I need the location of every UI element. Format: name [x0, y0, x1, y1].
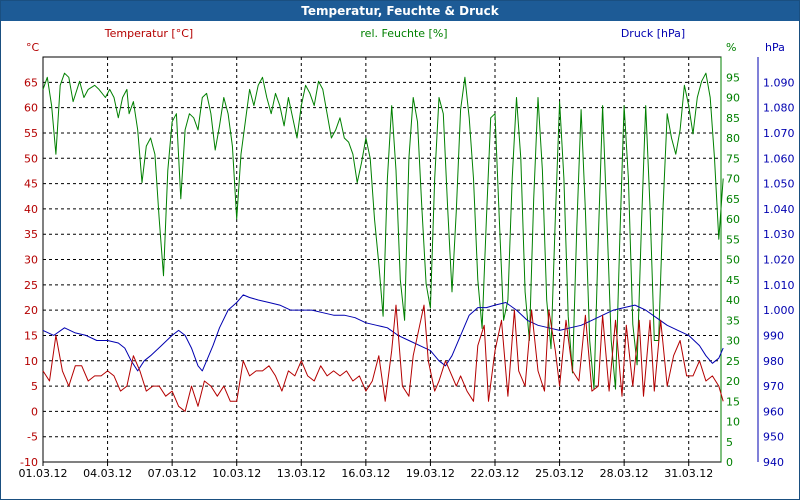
temperature-tick-label: 45	[24, 178, 38, 191]
pressure-tick-label: 960	[763, 405, 784, 418]
x-tick-label: 01.03.12	[19, 467, 68, 480]
grid	[42, 56, 759, 466]
temperature-tick-label: 5	[31, 380, 38, 393]
humidity-tick-label: 15	[726, 395, 740, 408]
pressure-series-line	[42, 294, 724, 372]
temperature-tick-label: -5	[27, 431, 38, 444]
temperature-axis-label: Temperatur [°C]	[104, 27, 193, 40]
pressure-unit: hPa	[765, 41, 785, 54]
humidity-axis-label: rel. Feuchte [%]	[360, 27, 447, 40]
pressure-axis-label: Druck [hPa]	[621, 27, 685, 40]
humidity-tick-label: 55	[726, 233, 740, 246]
pressure-tick-label: 1.060	[763, 152, 795, 165]
pressure-tick-label: 1.070	[763, 127, 795, 140]
temperature-tick-label: 25	[24, 279, 38, 292]
pressure-tick-label: 990	[763, 329, 784, 342]
temperature-tick-label: 35	[24, 228, 38, 241]
humidity-tick-label: 85	[726, 112, 740, 125]
temperature-tick-label: 10	[24, 355, 38, 368]
humidity-tick-label: 20	[726, 375, 740, 388]
temperature-unit: °C	[26, 41, 40, 54]
window-title: Temperatur, Feuchte & Druck	[1, 1, 799, 21]
pressure-tick-label: 1.080	[763, 102, 795, 115]
humidity-tick-label: 60	[726, 213, 740, 226]
temperature-series-line	[42, 304, 724, 412]
pressure-tick-label: 1.040	[763, 203, 795, 216]
humidity-tick-label: 80	[726, 132, 740, 145]
x-tick-label: 16.03.12	[341, 467, 390, 480]
humidity-tick-label: 45	[726, 274, 740, 287]
humidity-tick-label: 25	[726, 355, 740, 368]
humidity-tick-label: 35	[726, 314, 740, 327]
humidity-tick-label: 75	[726, 152, 740, 165]
temperature-tick-label: 65	[24, 76, 38, 89]
humidity-tick-label: 65	[726, 193, 740, 206]
temperature-tick-label: 20	[24, 304, 38, 317]
humidity-tick-label: 30	[726, 335, 740, 348]
pressure-tick-label: 1.030	[763, 228, 795, 241]
humidity-tick-label: 50	[726, 254, 740, 267]
pressure-tick-label: 970	[763, 380, 784, 393]
temperature-tick-label: -10	[20, 456, 38, 469]
x-tick-label: 19.03.12	[406, 467, 455, 480]
temperature-tick-label: 30	[24, 254, 38, 267]
humidity-tick-label: 70	[726, 173, 740, 186]
humidity-unit: %	[726, 41, 736, 54]
x-tick-label: 13.03.12	[277, 467, 326, 480]
x-tick-label: 31.03.12	[664, 467, 713, 480]
humidity-series-line	[42, 72, 724, 390]
humidity-tick-label: 40	[726, 294, 740, 307]
pressure-tick-label: 1.020	[763, 254, 795, 267]
pressure-tick-label: 1.090	[763, 76, 795, 89]
pressure-tick-label: 980	[763, 355, 784, 368]
humidity-tick-label: 95	[726, 71, 740, 84]
pressure-tick-label: 950	[763, 431, 784, 444]
x-tick-label: 07.03.12	[148, 467, 197, 480]
temperature-tick-label: 0	[31, 405, 38, 418]
pressure-tick-label: 1.010	[763, 279, 795, 292]
pressure-tick-label: 1.050	[763, 178, 795, 191]
humidity-tick-label: 10	[726, 416, 740, 429]
pressure-tick-label: 1.000	[763, 304, 795, 317]
humidity-tick-label: 90	[726, 92, 740, 105]
temperature-tick-label: 55	[24, 127, 38, 140]
temperature-tick-label: 40	[24, 203, 38, 216]
x-tick-label: 25.03.12	[535, 467, 584, 480]
pressure-tick-label: 940	[763, 456, 784, 469]
x-tick-label: 04.03.12	[83, 467, 132, 480]
x-tick-label: 28.03.12	[600, 467, 649, 480]
temperature-tick-label: 15	[24, 329, 38, 342]
humidity-tick-label: 0	[726, 456, 733, 469]
x-tick-label: 22.03.12	[471, 467, 520, 480]
humidity-tick-label: 5	[726, 436, 733, 449]
x-tick-label: 10.03.12	[212, 467, 261, 480]
temperature-tick-label: 60	[24, 102, 38, 115]
temperature-tick-label: 50	[24, 152, 38, 165]
